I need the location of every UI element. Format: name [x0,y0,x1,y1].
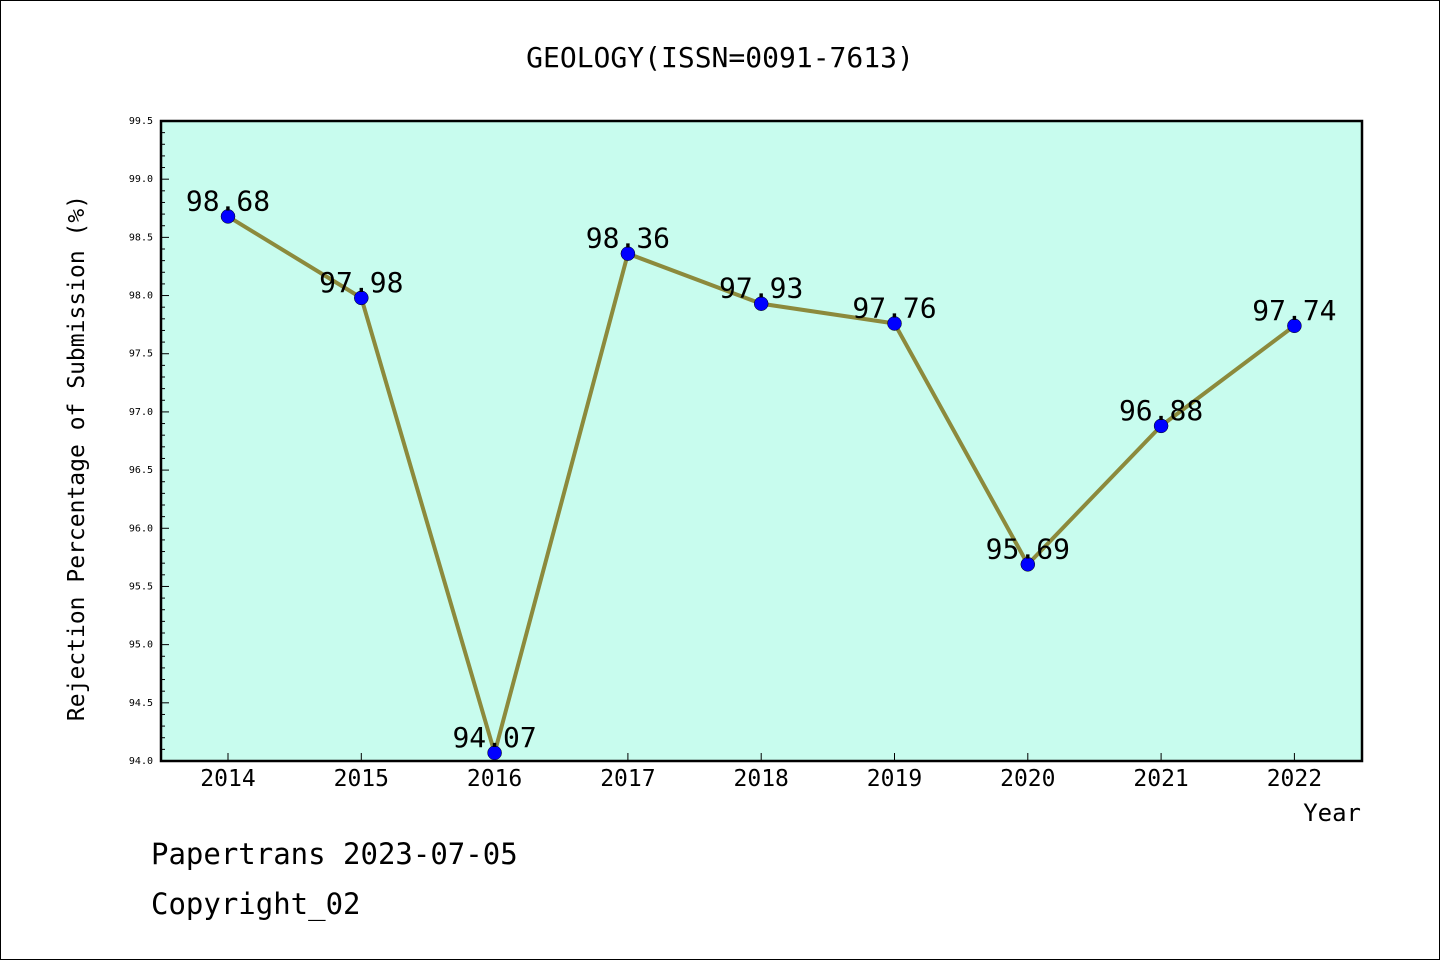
x-tick-label: 2021 [1133,766,1188,792]
data-label: 97.74 [1252,294,1336,327]
x-tick-label: 2019 [867,766,922,792]
y-tick-label: 99.5 [129,116,153,127]
data-labels: 98.68 97.98 94.07 98.36 97.93 97.76 95.69 96.88… [186,184,1337,753]
data-point [753,296,769,311]
y-tick-label: 94.5 [129,698,153,709]
data-point [887,316,902,331]
x-tick-label: 2014 [200,766,255,792]
plot-area [159,119,1364,763]
chart-title: GEOLOGY(ISSN=0091-7613) [526,41,914,74]
data-label: 98.36 [586,222,670,255]
data-point [354,290,369,306]
y-tick-label: 95.5 [129,581,153,592]
data-point [1020,557,1036,572]
y-tick-label: 94.0 [129,756,153,767]
data-label: 95.69 [986,532,1070,565]
y-tick-label: 99.0 [129,174,153,185]
data-point [1153,418,1169,434]
data-point [487,745,502,761]
y-tick-label: 97.0 [129,407,153,418]
x-tick-label: 2020 [1000,766,1055,792]
y-tick-label: 95.0 [129,640,153,651]
data-point [220,209,236,224]
y-tick-label: 97.5 [129,349,153,360]
data-label: 97.76 [852,291,936,324]
footer-copyright: Copyright_02 [151,887,361,921]
data-label: 96.88 [1119,394,1203,427]
data-label: 98.68 [186,184,270,217]
x-tick-label: 2022 [1267,766,1322,792]
x-tick-label: 2018 [734,766,789,792]
data-label: 97.98 [319,266,403,299]
y-axis: 94.0 94.5 95.0 95.5 96.0 96.5 97.0 97.5 98.0 98.5… [129,116,169,767]
y-tick-label: 98.5 [129,232,153,243]
x-axis: 2014 2015 2016 2017 2018 2019 2020 2021 2022 [200,753,1322,792]
data-label: 97.93 [719,272,803,305]
series [220,209,1302,761]
x-tick-label: 2017 [600,766,655,792]
data-point [1287,318,1302,334]
y-axis-label: Rejection Percentage of Submission (%) [64,195,90,721]
x-axis-label: Year [1303,799,1361,827]
footer-date: Papertrans 2023-07-05 [151,837,518,871]
x-tick-label: 2015 [334,766,389,792]
y-tick-label: 98.0 [129,291,153,302]
y-tick-label: 96.0 [129,523,153,534]
y-tick-label: 96.5 [129,465,153,476]
data-label: 94.07 [452,721,536,754]
x-tick-label: 2016 [467,766,522,792]
data-point [620,246,636,261]
